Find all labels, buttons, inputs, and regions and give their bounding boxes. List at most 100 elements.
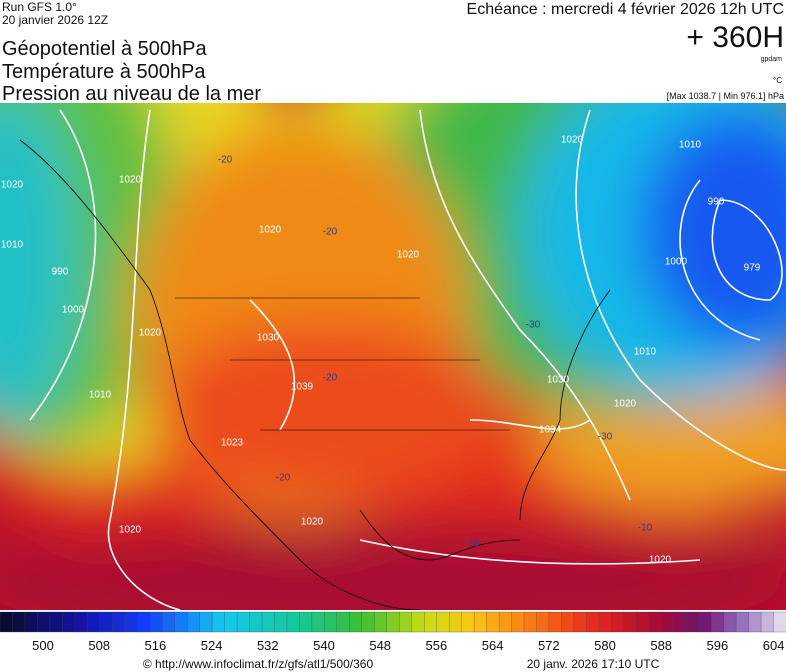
contour-label: 1020	[1, 180, 24, 191]
color-cell	[261, 611, 276, 633]
color-cell	[598, 611, 612, 633]
color-cell	[723, 611, 737, 633]
title-line: Géopotentiel à 500hPa	[2, 38, 207, 60]
contour-label: 1010	[679, 140, 702, 151]
color-scale-label: 580	[594, 638, 616, 653]
temperature-field	[0, 103, 786, 610]
color-cell	[0, 611, 14, 633]
color-cell	[511, 611, 525, 633]
color-cell	[199, 611, 213, 633]
contour-label: 1010	[89, 390, 112, 401]
title-line: Pression au niveau de la mer	[2, 83, 261, 105]
contour-label: 1020	[119, 525, 142, 536]
color-cell	[411, 611, 425, 633]
color-cell	[274, 611, 288, 633]
color-cell	[324, 611, 338, 633]
color-cell	[586, 611, 600, 633]
contour-label: 1020	[301, 517, 324, 528]
color-scale-label: 588	[650, 638, 672, 653]
color-cell	[37, 611, 51, 633]
color-cell	[87, 611, 101, 633]
color-scale-label: 548	[369, 638, 391, 653]
color-cell	[386, 611, 400, 633]
contour-label: 1020	[397, 250, 420, 261]
color-scale-label: 516	[145, 638, 167, 653]
color-scale-label: 596	[707, 638, 729, 653]
color-cell	[748, 611, 762, 633]
color-cell	[424, 611, 438, 633]
color-cell	[336, 611, 350, 633]
contour-label: -30	[526, 320, 541, 331]
color-cell	[299, 611, 313, 633]
color-scale-label: 540	[313, 638, 335, 653]
contour-label: 990	[708, 197, 725, 208]
color-scale-label: 604	[763, 638, 785, 653]
contour-label: 1010	[1, 240, 24, 251]
color-cell	[286, 611, 300, 633]
color-cell	[249, 611, 263, 633]
contour-label: 1000	[665, 257, 688, 268]
color-scale-label: 572	[538, 638, 560, 653]
contour-label: 1020	[649, 555, 672, 566]
color-cell	[62, 611, 76, 633]
color-cell	[99, 611, 113, 633]
color-cell	[162, 611, 176, 633]
run-label: Run GFS 1.0°	[2, 0, 77, 14]
color-cell	[473, 611, 488, 633]
color-cell	[636, 611, 650, 633]
coastlines	[19, 139, 611, 610]
contour-label: 1020	[119, 175, 142, 186]
color-scale-label: 500	[32, 638, 54, 653]
color-scale-label: 564	[482, 638, 504, 653]
contour-labels: 1020 1010 990 1000 1010 1020 1020 1020 1030 1039 1…	[1, 135, 761, 566]
color-cell	[548, 611, 562, 633]
color-cell	[448, 611, 463, 633]
contour-label: 1010	[634, 347, 657, 358]
isobars	[29, 109, 786, 610]
color-cell	[124, 611, 138, 633]
color-scale-label: 508	[88, 638, 110, 653]
color-cell	[698, 611, 712, 633]
color-cell	[149, 611, 163, 633]
contour-label: 1000	[62, 305, 85, 316]
contour-label: -20	[276, 473, 291, 484]
color-cell	[773, 611, 786, 633]
contour-label: -20	[323, 373, 338, 384]
color-cell	[112, 611, 126, 633]
color-scale-label: 524	[201, 638, 223, 653]
color-cell	[710, 611, 725, 633]
color-cell	[611, 611, 625, 633]
valid-time: Echéance : mercredi 4 février 2026 12h U…	[467, 1, 784, 18]
color-cell	[349, 611, 363, 633]
color-cell	[399, 611, 413, 633]
contour-label: -20	[323, 227, 338, 238]
color-scale-label: 532	[257, 638, 279, 653]
contour-label: 1020	[139, 328, 162, 339]
color-cell	[24, 611, 38, 633]
color-cell	[186, 611, 201, 633]
color-cell	[137, 611, 151, 633]
color-cell	[561, 611, 575, 633]
lead-time: + 360H	[686, 21, 784, 54]
generated: 20 janv. 2026 17:10 UTC	[527, 657, 660, 671]
contour-label: 1020	[259, 225, 282, 236]
map: 1020 1010 990 1000 1010 1020 1020 1020 1030 1039 1…	[0, 103, 786, 610]
color-cell	[74, 611, 88, 633]
color-cell	[661, 611, 675, 633]
contour-label: 1030	[257, 333, 280, 344]
contour-label: 979	[744, 263, 761, 274]
contour-label: 1030	[547, 375, 570, 386]
color-cell	[436, 611, 450, 633]
contour-label: -10	[465, 539, 480, 550]
color-cell	[498, 611, 513, 633]
contour-label: 1039	[291, 382, 314, 393]
color-cell	[236, 611, 251, 633]
color-cell	[523, 611, 538, 633]
contour-label: 990	[52, 267, 69, 278]
color-cell	[174, 611, 188, 633]
color-cell	[361, 611, 375, 633]
contour-label: -10	[638, 523, 653, 534]
color-scale: 500 508 516 524 532 540 548 556 564 572 580 588 596 6…	[0, 611, 786, 653]
contour-label: -20	[218, 155, 233, 166]
unit-geopotential: gpdam	[761, 56, 783, 63]
